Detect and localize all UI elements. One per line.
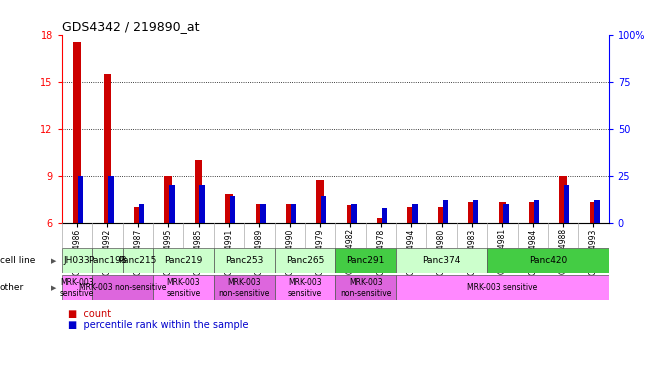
Text: ▶: ▶ bbox=[51, 285, 57, 291]
Bar bbox=[499, 202, 506, 223]
Bar bbox=[443, 200, 448, 223]
Bar bbox=[559, 176, 567, 223]
Text: cell line: cell line bbox=[0, 257, 35, 265]
Bar bbox=[134, 207, 142, 223]
Bar bbox=[275, 248, 335, 273]
Bar bbox=[534, 200, 539, 223]
Bar bbox=[347, 205, 354, 223]
Text: Panc253: Panc253 bbox=[225, 257, 263, 265]
Bar bbox=[139, 204, 144, 223]
Bar bbox=[122, 248, 153, 273]
Bar bbox=[78, 176, 83, 223]
Text: Panc291: Panc291 bbox=[346, 257, 385, 265]
Bar bbox=[290, 204, 296, 223]
Text: JH033: JH033 bbox=[64, 257, 90, 265]
Bar bbox=[468, 202, 476, 223]
Bar bbox=[286, 204, 294, 223]
Bar bbox=[62, 275, 92, 300]
Bar bbox=[473, 200, 478, 223]
Bar bbox=[335, 248, 396, 273]
Bar bbox=[195, 160, 202, 223]
Bar bbox=[381, 208, 387, 223]
Bar bbox=[255, 204, 263, 223]
Bar bbox=[564, 185, 570, 223]
Text: ▶: ▶ bbox=[51, 258, 57, 264]
Bar bbox=[377, 218, 385, 223]
Bar bbox=[199, 185, 205, 223]
Bar bbox=[214, 275, 275, 300]
Bar bbox=[396, 248, 487, 273]
Text: MRK-003
non-sensitive: MRK-003 non-sensitive bbox=[219, 278, 270, 298]
Text: Panc198: Panc198 bbox=[88, 257, 127, 265]
Text: Panc374: Panc374 bbox=[422, 257, 461, 265]
Text: Panc215: Panc215 bbox=[118, 257, 157, 265]
Bar bbox=[503, 204, 508, 223]
Bar bbox=[437, 207, 445, 223]
Bar bbox=[316, 180, 324, 223]
Text: ■  count: ■ count bbox=[68, 309, 111, 319]
Bar bbox=[108, 176, 114, 223]
Text: MRK-003
sensitive: MRK-003 sensitive bbox=[60, 278, 94, 298]
Text: MRK-003 non-sensitive: MRK-003 non-sensitive bbox=[79, 283, 166, 292]
Bar bbox=[73, 42, 81, 223]
Bar bbox=[335, 275, 396, 300]
Text: other: other bbox=[0, 283, 24, 292]
Bar bbox=[590, 202, 598, 223]
Bar bbox=[396, 275, 609, 300]
Text: MRK-003
non-sensitive: MRK-003 non-sensitive bbox=[340, 278, 391, 298]
Text: Panc420: Panc420 bbox=[529, 257, 567, 265]
Bar bbox=[487, 248, 609, 273]
Bar bbox=[92, 248, 122, 273]
Bar bbox=[408, 207, 415, 223]
Bar bbox=[275, 275, 335, 300]
Bar bbox=[230, 196, 235, 223]
Bar bbox=[225, 195, 233, 223]
Bar bbox=[164, 176, 172, 223]
Bar bbox=[104, 74, 111, 223]
Bar bbox=[169, 185, 174, 223]
Bar bbox=[412, 204, 417, 223]
Text: ■  percentile rank within the sample: ■ percentile rank within the sample bbox=[68, 320, 249, 330]
Bar bbox=[92, 275, 153, 300]
Bar bbox=[594, 200, 600, 223]
Text: Panc219: Panc219 bbox=[164, 257, 202, 265]
Bar bbox=[529, 202, 536, 223]
Bar bbox=[153, 248, 214, 273]
Text: Panc265: Panc265 bbox=[286, 257, 324, 265]
Bar bbox=[62, 248, 92, 273]
Text: MRK-003 sensitive: MRK-003 sensitive bbox=[467, 283, 538, 292]
Bar bbox=[214, 248, 275, 273]
Bar bbox=[260, 204, 266, 223]
Bar bbox=[352, 204, 357, 223]
Text: MRK-003
sensitive: MRK-003 sensitive bbox=[288, 278, 322, 298]
Bar bbox=[153, 275, 214, 300]
Bar bbox=[321, 196, 326, 223]
Text: GDS4342 / 219890_at: GDS4342 / 219890_at bbox=[62, 20, 199, 33]
Text: MRK-003
sensitive: MRK-003 sensitive bbox=[166, 278, 201, 298]
